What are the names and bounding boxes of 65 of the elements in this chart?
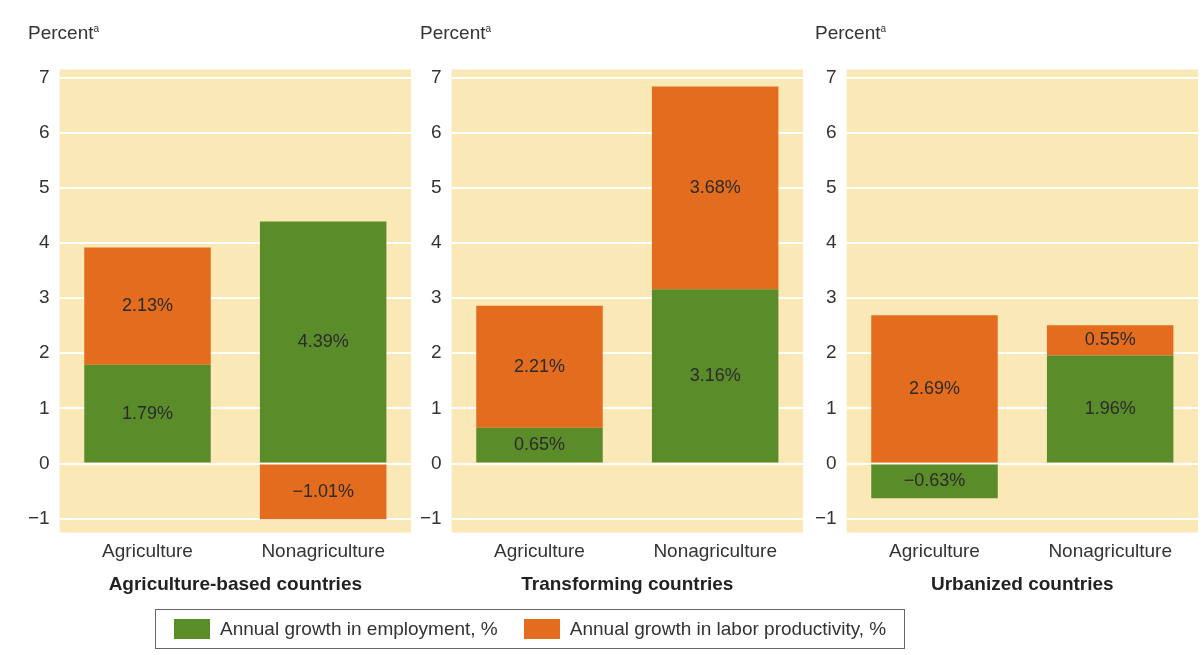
data-label: 0.55% <box>1084 329 1136 350</box>
bar <box>1046 325 1174 356</box>
bar <box>259 464 387 520</box>
y-tick-label: 4 <box>39 231 51 253</box>
bar <box>476 305 603 428</box>
bar <box>84 247 211 365</box>
bar <box>476 427 603 463</box>
x-tick-label: Nonagriculture <box>653 540 777 562</box>
bar <box>259 221 387 463</box>
y-tick-label: 5 <box>39 176 50 198</box>
data-label: −1.01% <box>292 480 354 501</box>
data-label: 0.65% <box>513 434 566 455</box>
y-tick-label: 2 <box>826 341 837 363</box>
data-label: 1.96% <box>1084 397 1136 418</box>
y-tick-label: 3 <box>826 286 837 308</box>
x-tick-label: Nonagriculture <box>261 540 385 562</box>
y-axis-title: Percent$^{a}$ <box>28 22 100 44</box>
y-tick-label: 4 <box>826 231 838 253</box>
bar <box>651 86 779 290</box>
y-tick-label: 5 <box>826 176 837 198</box>
data-label: 1.79% <box>121 402 174 423</box>
y-tick-label: 7 <box>39 65 50 87</box>
y-tick-label: 1 <box>39 396 50 418</box>
data-label: 2.21% <box>513 355 566 376</box>
y-tick-label: 7 <box>826 65 837 87</box>
y-tick-label: 3 <box>431 286 442 308</box>
y-tick-label: 3 <box>39 286 50 308</box>
y-tick-label: 6 <box>39 121 50 143</box>
x-axis-title: Urbanized countries <box>931 572 1114 594</box>
data-label: 2.13% <box>121 295 174 316</box>
y-tick-label: −1 <box>419 506 442 528</box>
y-tick-label: 1 <box>431 396 442 418</box>
bar <box>1046 355 1174 463</box>
x-tick-label: Agriculture <box>102 540 193 562</box>
y-tick-label: 4 <box>431 231 443 253</box>
y-tick-label: 6 <box>431 121 442 143</box>
y-tick-label: −1 <box>814 506 837 528</box>
y-axis-title: Percent$^{a}$ <box>815 22 887 44</box>
bar <box>871 464 998 499</box>
data-label: −0.63% <box>903 470 966 491</box>
x-tick-label: Nonagriculture <box>1048 540 1172 562</box>
y-tick-label: 2 <box>39 341 50 363</box>
data-label: 3.68% <box>689 176 741 197</box>
y-tick-label: −1 <box>27 506 50 528</box>
x-axis-title: Transforming countries <box>521 572 734 594</box>
x-axis-title: Agriculture-based countries <box>108 572 363 594</box>
legend-label: Annual growth in employment, % <box>220 618 498 640</box>
y-axis-title: Percent$^{a}$ <box>420 22 492 44</box>
bar <box>871 315 998 463</box>
data-label: 3.16% <box>689 364 741 385</box>
y-tick-label: 5 <box>431 176 442 198</box>
bar <box>84 364 211 463</box>
y-tick-label: 0 <box>431 451 442 473</box>
y-tick-label: 7 <box>431 65 442 87</box>
x-tick-label: Agriculture <box>889 540 980 562</box>
bar <box>651 289 779 463</box>
y-tick-label: 6 <box>826 121 837 143</box>
legend-label: Annual growth in labor productivity, % <box>569 618 887 640</box>
y-tick-label: 0 <box>826 451 837 473</box>
data-label: 4.39% <box>297 330 349 351</box>
data-label: 2.69% <box>908 377 961 398</box>
x-tick-label: Agriculture <box>494 540 585 562</box>
y-tick-label: 0 <box>39 451 50 473</box>
y-tick-label: 2 <box>431 341 442 363</box>
y-tick-label: 1 <box>826 396 837 418</box>
